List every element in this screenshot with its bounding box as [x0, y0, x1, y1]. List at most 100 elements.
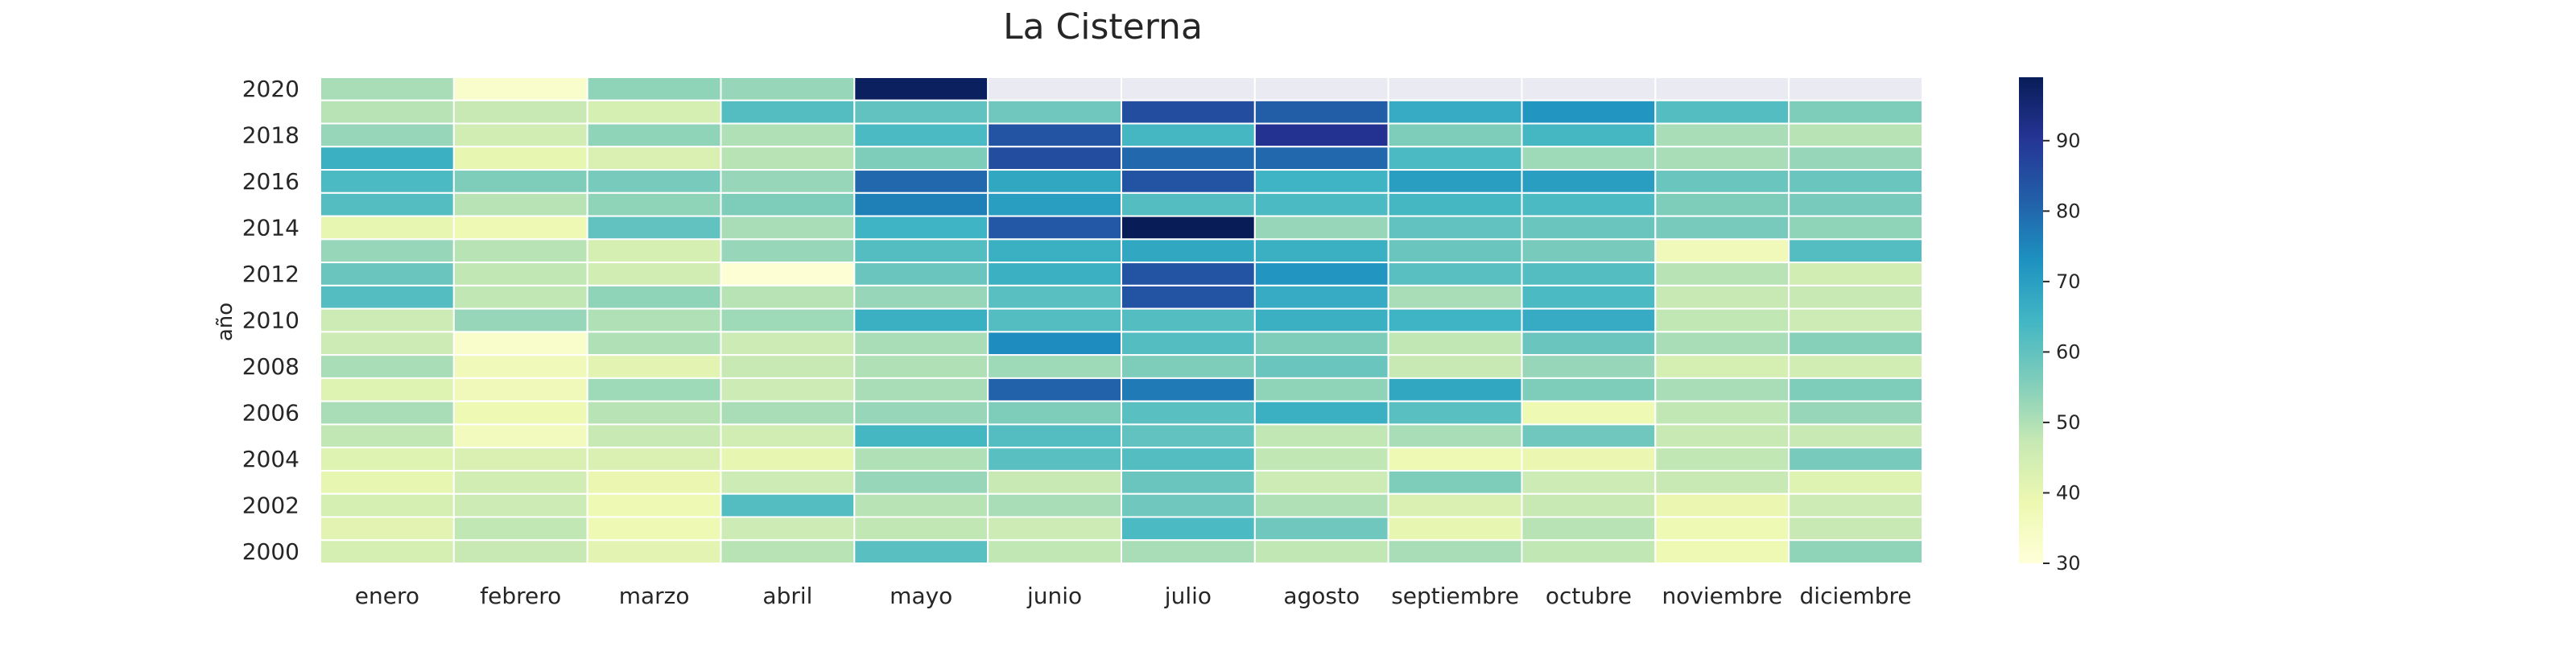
chart-title: La Cisterna [1003, 6, 1203, 47]
heatmap-cell [853, 539, 989, 564]
heatmap-cell [452, 469, 588, 495]
heatmap-cell [452, 99, 588, 125]
heatmap-cell [987, 76, 1123, 101]
heatmap-cell [1387, 331, 1523, 356]
heatmap-cell [720, 469, 856, 495]
heatmap-cell [1253, 469, 1389, 495]
heatmap-cell [1521, 492, 1657, 518]
heatmap-cell [1521, 539, 1657, 564]
heatmap-cell [987, 469, 1123, 495]
heatmap-cell [987, 169, 1123, 194]
heatmap-cell [1253, 331, 1389, 356]
heatmap-cell [853, 516, 989, 542]
heatmap-cell [720, 447, 856, 472]
heatmap-cell [1654, 169, 1790, 194]
heatmap-cell [1788, 469, 1923, 495]
heatmap-cell [853, 146, 989, 171]
x-tick-label: septiembre [1391, 583, 1519, 609]
colorbar-tick-label: 80 [2056, 200, 2081, 222]
y-tick-label: 2004 [242, 446, 299, 472]
colorbar-tick-label: 40 [2056, 481, 2081, 504]
heatmap-cell [1121, 76, 1256, 101]
heatmap-cell [1788, 539, 1923, 564]
heatmap-cell [853, 307, 989, 333]
heatmap-cell [853, 99, 989, 125]
heatmap-cell [1654, 122, 1790, 148]
heatmap-cell [1253, 516, 1389, 542]
heatmap-cell [586, 447, 722, 472]
y-tick-label: 2014 [242, 214, 299, 241]
heatmap-cell [1521, 377, 1657, 402]
heatmap-cell [853, 262, 989, 286]
heatmap-cell [987, 307, 1123, 333]
colorbar-tick-label: 90 [2056, 130, 2081, 152]
heatmap-cell [320, 492, 455, 518]
heatmap-cell [1654, 146, 1790, 171]
heatmap-cell [720, 539, 856, 564]
heatmap-cell [452, 331, 588, 356]
heatmap-cell [1121, 492, 1256, 518]
heatmap-cell [1788, 377, 1923, 402]
heatmap-cell [320, 99, 455, 125]
colorbar-tick-labels: 30 40 50 60 70 80 90 [2043, 130, 2081, 575]
heatmap-cell [320, 423, 455, 449]
colorbar-tick-label: 30 [2056, 552, 2081, 575]
heatmap-cell [987, 99, 1123, 125]
heatmap-cell [1121, 423, 1256, 449]
heatmap-cell [1521, 447, 1657, 472]
heatmap-cell [586, 192, 722, 217]
heatmap-cell [1387, 539, 1523, 564]
heatmap-cell [720, 516, 856, 542]
heatmap-cell [1121, 192, 1256, 217]
heatmap-cell [1387, 400, 1523, 426]
y-tick-label: 2010 [242, 307, 299, 334]
heatmap-cell [1253, 284, 1389, 310]
heatmap-cell [1121, 238, 1256, 264]
heatmap-cell [720, 377, 856, 402]
heatmap-cell [1121, 215, 1256, 241]
heatmap-cell [1788, 99, 1923, 125]
heatmap-cell [452, 307, 588, 333]
heatmap-cell [1253, 262, 1389, 286]
colorbar [2019, 77, 2043, 563]
x-tick-label: noviembre [1662, 583, 1782, 609]
heatmap-cell [320, 146, 455, 171]
heatmap-cell [1654, 516, 1790, 542]
heatmap-cell [1521, 354, 1657, 379]
heatmap-cell [1121, 400, 1256, 426]
heatmap-cell [586, 516, 722, 542]
heatmap-cell [720, 99, 856, 125]
y-tick-label: 2016 [242, 168, 299, 195]
heatmap-cell [452, 215, 588, 241]
heatmap-cell [1521, 99, 1657, 125]
heatmap-cell [586, 215, 722, 241]
heatmap-cell [1521, 284, 1657, 310]
heatmap-cell [452, 492, 588, 518]
heatmap-cell [320, 354, 455, 379]
heatmap-cell [853, 331, 989, 356]
heatmap-cell [1654, 238, 1790, 264]
heatmap-cell [720, 146, 856, 171]
heatmap-cell [1121, 122, 1256, 148]
heatmap-cell [452, 516, 588, 542]
x-tick-label: abril [762, 583, 812, 609]
heatmap-cell [987, 447, 1123, 472]
heatmap-cell [1387, 192, 1523, 217]
heatmap-cell [1253, 215, 1389, 241]
heatmap-cell [720, 400, 856, 426]
heatmap-cell [320, 331, 455, 356]
heatmap-cell [452, 262, 588, 286]
heatmap-cell [1654, 539, 1790, 564]
y-tick-label: 2006 [242, 400, 299, 427]
y-tick-label: 2012 [242, 261, 299, 287]
heatmap-cell [1387, 423, 1523, 449]
heatmap-cell [720, 238, 856, 264]
heatmap-cell [1521, 262, 1657, 286]
heatmap-cell [586, 377, 722, 402]
heatmap-cell [452, 447, 588, 472]
heatmap-cell [1121, 99, 1256, 125]
heatmap-cell [853, 400, 989, 426]
heatmap-cell [320, 447, 455, 472]
heatmap-cell [320, 238, 455, 264]
